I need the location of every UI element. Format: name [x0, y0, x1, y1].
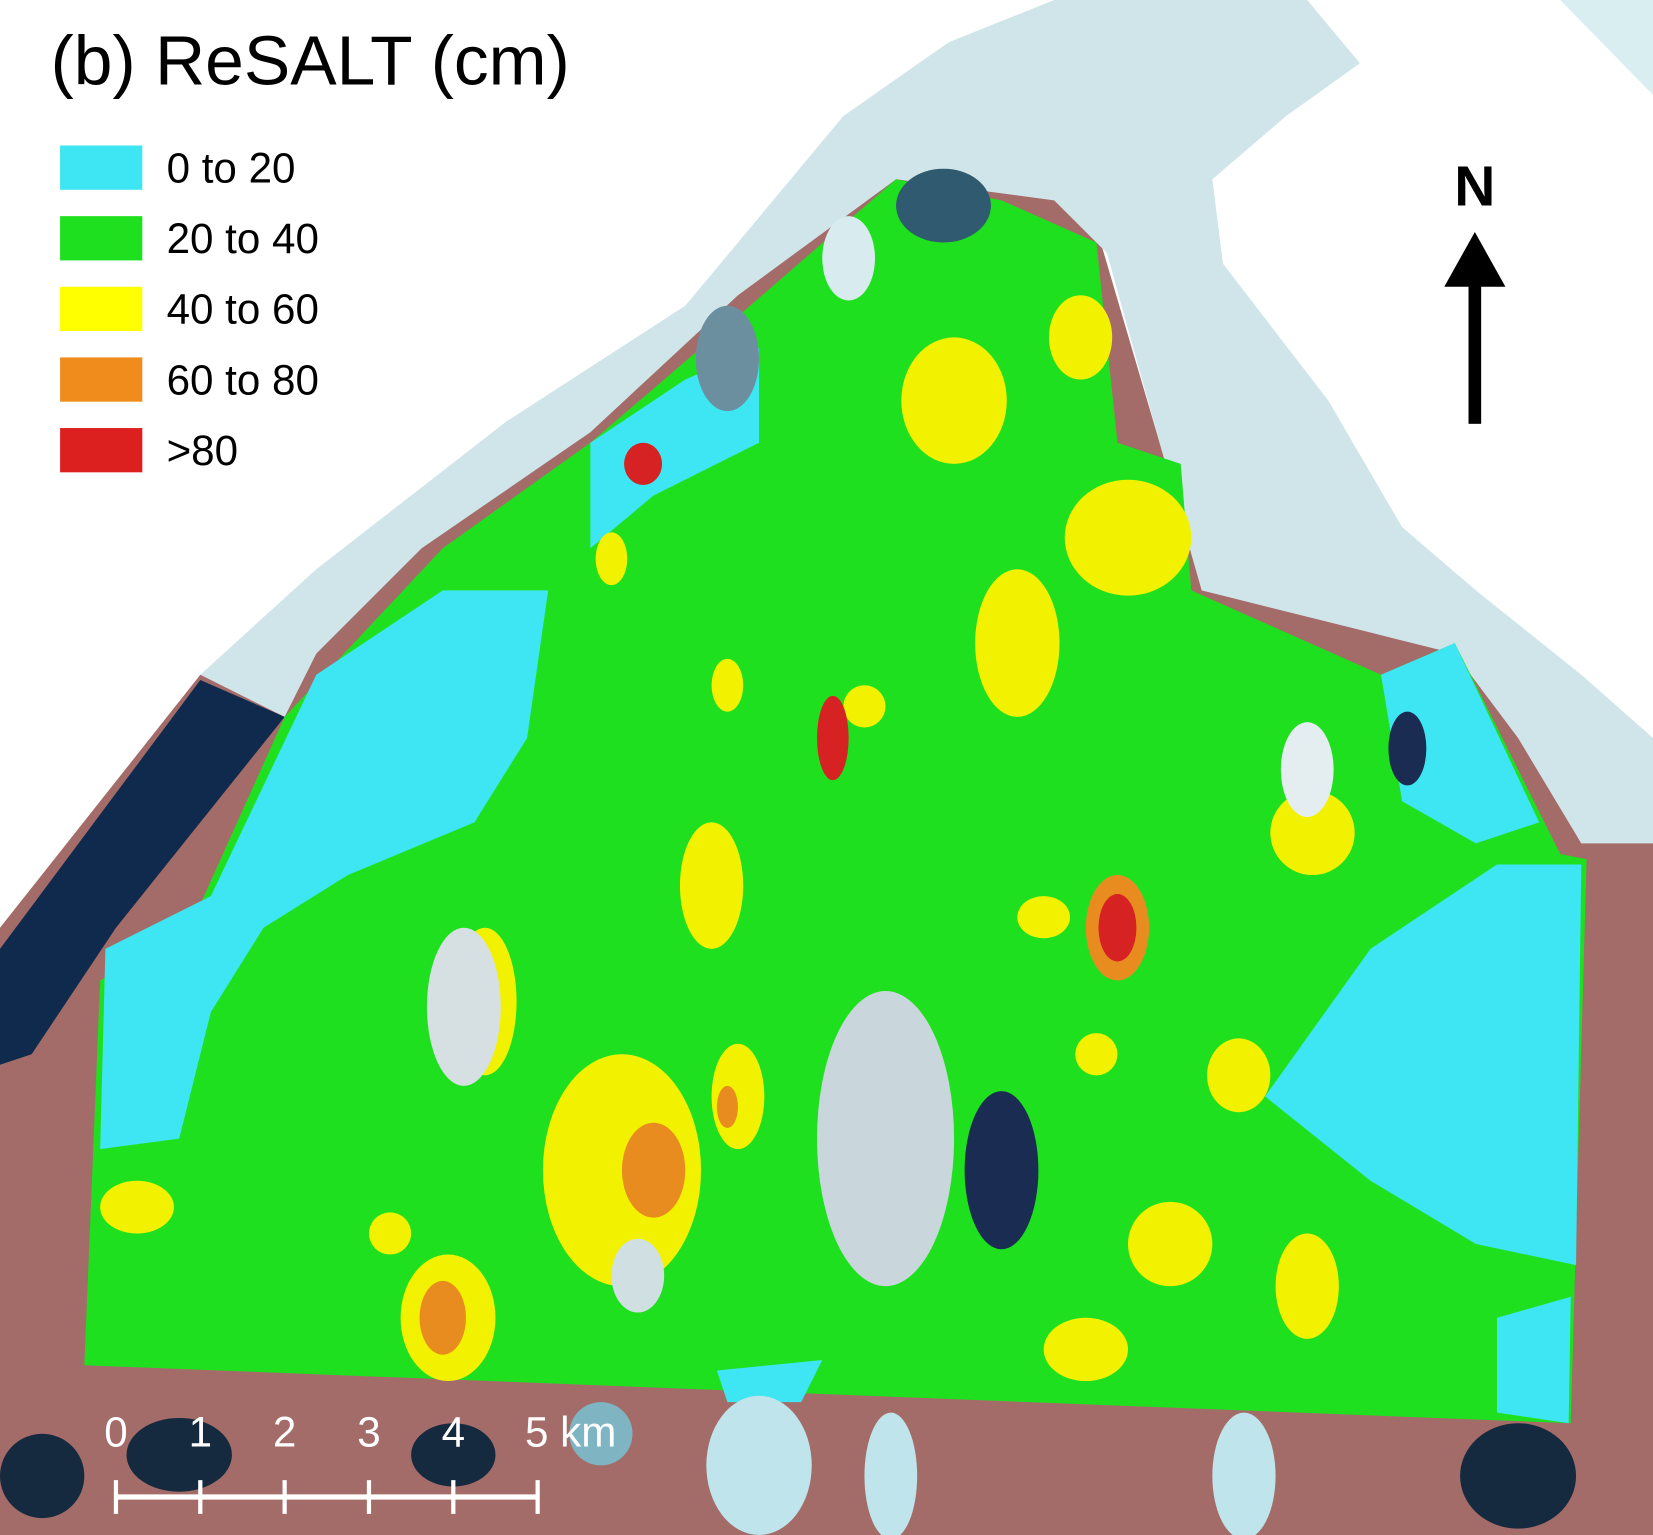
legend-swatch [60, 216, 143, 261]
arrow-shaft [1468, 279, 1482, 424]
zone-over-80 [624, 442, 1137, 962]
north-arrow: N [1444, 155, 1506, 424]
scale-label: 5 km [525, 1408, 616, 1455]
legend-swatch [60, 286, 143, 332]
north-label: N [1454, 155, 1495, 219]
legend-label: 60 to 80 [167, 356, 319, 403]
legend-label: 40 to 60 [167, 286, 319, 333]
sea-ice [200, 0, 1653, 844]
legend-swatch [60, 357, 143, 402]
zone-0-20 [100, 347, 1582, 1424]
legend-swatch [60, 428, 143, 473]
scale-label: 3 [357, 1408, 380, 1455]
legend-swatch [60, 145, 143, 190]
ocean [0, 680, 285, 1065]
scale-label: 4 [442, 1408, 465, 1455]
title: (b) ReSALT (cm) [51, 21, 570, 99]
scale-label: 0 [104, 1408, 127, 1455]
legend: 0 to 20 20 to 40 40 to 60 60 to 80 >80 [60, 144, 319, 474]
resalt-area [84, 179, 1587, 1424]
lake [0, 168, 1577, 1535]
legend-label: 20 to 40 [167, 215, 319, 262]
zone-40-60 [100, 295, 1355, 1382]
arrow-head [1444, 231, 1506, 287]
scale-bar: 0 1 2 3 4 5 km [104, 1408, 616, 1514]
legend-label: >80 [167, 427, 239, 474]
scale-label: 1 [189, 1408, 212, 1455]
scale-label: 2 [273, 1408, 296, 1455]
legend-label: 0 to 20 [167, 144, 296, 191]
